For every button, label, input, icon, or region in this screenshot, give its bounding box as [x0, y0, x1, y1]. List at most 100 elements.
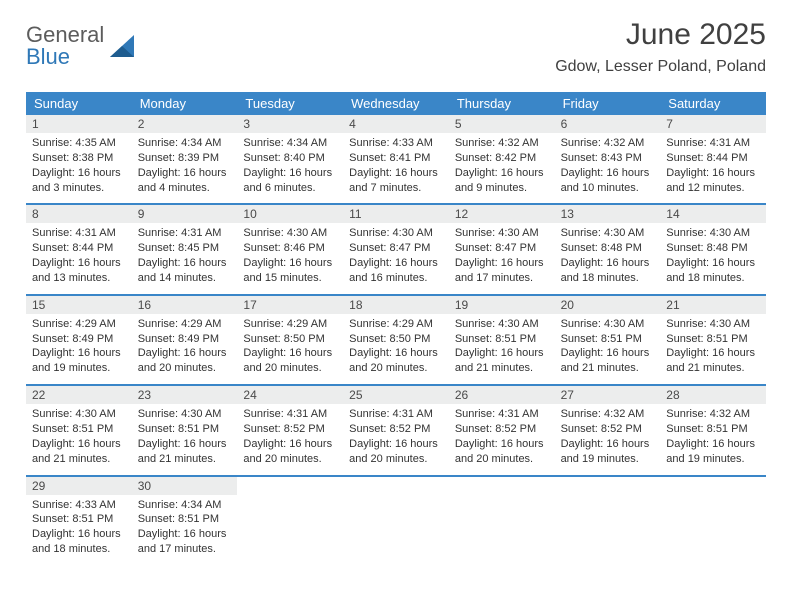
sunrise-line: Sunrise: 4:30 AM	[138, 407, 232, 422]
daylight-line2: and 18 minutes.	[561, 271, 655, 286]
day-number: 20	[555, 296, 661, 314]
sunrise-line: Sunrise: 4:31 AM	[666, 136, 760, 151]
sunrise-line: Sunrise: 4:33 AM	[32, 498, 126, 513]
day-info: Sunrise: 4:30 AMSunset: 8:51 PMDaylight:…	[455, 317, 549, 376]
sunset-line: Sunset: 8:42 PM	[455, 151, 549, 166]
day-info: Sunrise: 4:30 AMSunset: 8:51 PMDaylight:…	[138, 407, 232, 466]
daylight-line1: Daylight: 16 hours	[243, 166, 337, 181]
sunset-line: Sunset: 8:51 PM	[561, 332, 655, 347]
title-block: June 2025 Gdow, Lesser Poland, Poland	[555, 18, 766, 76]
sunset-line: Sunset: 8:51 PM	[32, 512, 126, 527]
daylight-line1: Daylight: 16 hours	[138, 346, 232, 361]
day-number: 25	[343, 386, 449, 404]
day-cell: 10Sunrise: 4:30 AMSunset: 8:46 PMDayligh…	[237, 205, 343, 293]
daylight-line1: Daylight: 16 hours	[138, 437, 232, 452]
daylight-line2: and 20 minutes.	[243, 452, 337, 467]
daylight-line2: and 21 minutes.	[561, 361, 655, 376]
day-info: Sunrise: 4:33 AMSunset: 8:41 PMDaylight:…	[349, 136, 443, 195]
day-cell: 21Sunrise: 4:30 AMSunset: 8:51 PMDayligh…	[660, 296, 766, 384]
day-number-empty	[237, 477, 343, 495]
daylight-line1: Daylight: 16 hours	[349, 437, 443, 452]
day-info: Sunrise: 4:29 AMSunset: 8:50 PMDaylight:…	[349, 317, 443, 376]
day-cell: 30Sunrise: 4:34 AMSunset: 8:51 PMDayligh…	[132, 477, 238, 565]
sunset-line: Sunset: 8:52 PM	[561, 422, 655, 437]
week-row: 29Sunrise: 4:33 AMSunset: 8:51 PMDayligh…	[26, 477, 766, 565]
day-number: 7	[660, 115, 766, 133]
day-cell: 16 Sunrise: 4:29 AMSunset: 8:49 PMDayligh…	[132, 296, 238, 384]
sunrise-line: Sunrise: 4:31 AM	[455, 407, 549, 422]
day-number: 16	[132, 296, 238, 314]
day-info: Sunrise: 4:34 AMSunset: 8:51 PMDaylight:…	[138, 498, 232, 557]
weekday-friday: Friday	[555, 92, 661, 115]
day-cell: 2Sunrise: 4:34 AMSunset: 8:39 PMDaylight…	[132, 115, 238, 203]
daylight-line1: Daylight: 16 hours	[138, 166, 232, 181]
sunrise-line: Sunrise: 4:31 AM	[349, 407, 443, 422]
day-number-empty	[660, 477, 766, 495]
daylight-line1: Daylight: 16 hours	[666, 437, 760, 452]
sunset-line: Sunset: 8:49 PM	[138, 332, 232, 347]
sunrise-line: Sunrise: 4:30 AM	[455, 226, 549, 241]
page-title: June 2025	[555, 18, 766, 52]
sunset-line: Sunset: 8:50 PM	[349, 332, 443, 347]
day-info: Sunrise: 4:32 AMSunset: 8:42 PMDaylight:…	[455, 136, 549, 195]
sunset-line: Sunset: 8:51 PM	[32, 422, 126, 437]
weekday-monday: Monday	[132, 92, 238, 115]
daylight-line2: and 21 minutes.	[32, 452, 126, 467]
day-info: Sunrise: 4:34 AMSunset: 8:40 PMDaylight:…	[243, 136, 337, 195]
daylight-line2: and 19 minutes.	[561, 452, 655, 467]
day-info: Sunrise: 4:30 AMSunset: 8:48 PMDaylight:…	[561, 226, 655, 285]
daylight-line2: and 20 minutes.	[138, 361, 232, 376]
daylight-line2: and 9 minutes.	[455, 181, 549, 196]
daylight-line1: Daylight: 16 hours	[138, 527, 232, 542]
day-cell: 25Sunrise: 4:31 AMSunset: 8:52 PMDayligh…	[343, 386, 449, 474]
day-info: Sunrise: 4:31 AMSunset: 8:52 PMDaylight:…	[243, 407, 337, 466]
day-number: 12	[449, 205, 555, 223]
day-info: Sunrise: 4:29 AMSunset: 8:50 PMDaylight:…	[243, 317, 337, 376]
daylight-line1: Daylight: 16 hours	[561, 346, 655, 361]
day-cell: 24 Sunrise: 4:31 AMSunset: 8:52 PMDayligh…	[237, 386, 343, 474]
day-number: 15	[26, 296, 132, 314]
daylight-line2: and 17 minutes.	[455, 271, 549, 286]
sunrise-line: Sunrise: 4:29 AM	[138, 317, 232, 332]
sunrise-line: Sunrise: 4:29 AM	[243, 317, 337, 332]
daylight-line2: and 4 minutes.	[138, 181, 232, 196]
sunset-line: Sunset: 8:47 PM	[455, 241, 549, 256]
sunset-line: Sunset: 8:50 PM	[243, 332, 337, 347]
daylight-line1: Daylight: 16 hours	[455, 437, 549, 452]
day-info: Sunrise: 4:30 AMSunset: 8:51 PMDaylight:…	[32, 407, 126, 466]
day-cell: 20Sunrise: 4:30 AMSunset: 8:51 PMDayligh…	[555, 296, 661, 384]
daylight-line1: Daylight: 16 hours	[455, 166, 549, 181]
day-info: Sunrise: 4:35 AMSunset: 8:38 PMDaylight:…	[32, 136, 126, 195]
day-cell: 1Sunrise: 4:35 AMSunset: 8:38 PMDaylight…	[26, 115, 132, 203]
sunrise-line: Sunrise: 4:30 AM	[455, 317, 549, 332]
day-number: 24	[237, 386, 343, 404]
day-number-empty	[343, 477, 449, 495]
day-cell: 28 Sunrise: 4:32 AMSunset: 8:51 PMDayligh…	[660, 386, 766, 474]
daylight-line1: Daylight: 16 hours	[666, 346, 760, 361]
daylight-line2: and 6 minutes.	[243, 181, 337, 196]
sunrise-line: Sunrise: 4:32 AM	[666, 407, 760, 422]
day-info: Sunrise: 4:29 AMSunset: 8:49 PMDaylight:…	[138, 317, 232, 376]
topbar: General Blue June 2025 Gdow, Lesser Pola…	[26, 18, 766, 76]
day-number: 6	[555, 115, 661, 133]
day-number: 17	[237, 296, 343, 314]
day-info: Sunrise: 4:30 AMSunset: 8:47 PMDaylight:…	[349, 226, 443, 285]
sunset-line: Sunset: 8:41 PM	[349, 151, 443, 166]
day-number: 11	[343, 205, 449, 223]
day-info: Sunrise: 4:29 AMSunset: 8:49 PMDaylight:…	[32, 317, 126, 376]
day-number: 28	[660, 386, 766, 404]
daylight-line2: and 21 minutes.	[138, 452, 232, 467]
daylight-line1: Daylight: 16 hours	[243, 256, 337, 271]
sunset-line: Sunset: 8:45 PM	[138, 241, 232, 256]
daylight-line2: and 19 minutes.	[32, 361, 126, 376]
day-number: 4	[343, 115, 449, 133]
day-info: Sunrise: 4:32 AMSunset: 8:51 PMDaylight:…	[666, 407, 760, 466]
daylight-line1: Daylight: 16 hours	[32, 527, 126, 542]
day-cell	[343, 477, 449, 565]
day-number: 21	[660, 296, 766, 314]
daylight-line2: and 10 minutes.	[561, 181, 655, 196]
day-info: Sunrise: 4:32 AMSunset: 8:43 PMDaylight:…	[561, 136, 655, 195]
day-cell	[660, 477, 766, 565]
day-number: 26	[449, 386, 555, 404]
week-row: 22Sunrise: 4:30 AMSunset: 8:51 PMDayligh…	[26, 386, 766, 476]
